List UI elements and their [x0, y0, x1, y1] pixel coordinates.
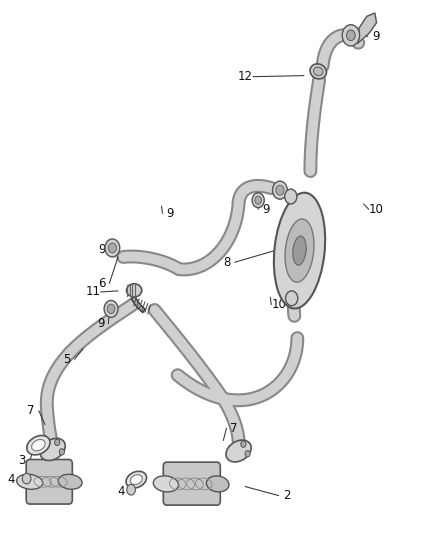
- Ellipse shape: [206, 476, 229, 492]
- Circle shape: [55, 439, 60, 446]
- Text: 4: 4: [117, 485, 125, 498]
- Text: 11: 11: [85, 286, 100, 298]
- Circle shape: [346, 30, 355, 41]
- FancyBboxPatch shape: [163, 462, 220, 505]
- Circle shape: [59, 449, 64, 455]
- Ellipse shape: [126, 471, 147, 488]
- Ellipse shape: [226, 440, 251, 462]
- Circle shape: [255, 196, 261, 204]
- Circle shape: [104, 301, 118, 317]
- Circle shape: [108, 243, 117, 253]
- Text: 7: 7: [230, 422, 238, 435]
- Circle shape: [342, 25, 360, 46]
- Text: 3: 3: [126, 474, 134, 487]
- Ellipse shape: [274, 193, 325, 309]
- Circle shape: [127, 484, 135, 495]
- Polygon shape: [358, 13, 377, 43]
- Text: 9: 9: [97, 317, 104, 330]
- Text: 5: 5: [63, 353, 71, 366]
- Circle shape: [286, 291, 298, 306]
- Ellipse shape: [293, 236, 306, 265]
- Text: 10: 10: [272, 298, 286, 311]
- Circle shape: [272, 181, 287, 199]
- Ellipse shape: [314, 67, 323, 76]
- Text: 9: 9: [166, 207, 174, 220]
- Circle shape: [276, 185, 284, 195]
- Text: 3: 3: [18, 454, 26, 466]
- Ellipse shape: [131, 475, 142, 484]
- Text: 9: 9: [99, 243, 106, 255]
- Circle shape: [105, 239, 120, 257]
- Circle shape: [241, 441, 246, 447]
- FancyBboxPatch shape: [26, 459, 72, 504]
- Text: 10: 10: [369, 203, 384, 216]
- Ellipse shape: [285, 219, 314, 282]
- Text: 12: 12: [237, 70, 253, 83]
- Circle shape: [107, 304, 115, 313]
- Text: 8: 8: [223, 256, 230, 269]
- Text: 2: 2: [283, 489, 290, 502]
- Ellipse shape: [58, 474, 82, 489]
- Ellipse shape: [32, 440, 45, 451]
- Circle shape: [245, 450, 250, 457]
- Ellipse shape: [27, 435, 50, 455]
- Ellipse shape: [40, 438, 65, 461]
- Ellipse shape: [310, 64, 326, 79]
- Text: 4: 4: [7, 473, 15, 486]
- Circle shape: [252, 193, 264, 208]
- Text: 9: 9: [262, 203, 270, 216]
- Ellipse shape: [127, 284, 142, 297]
- Text: 1: 1: [55, 482, 63, 495]
- Text: 9: 9: [372, 30, 379, 43]
- Ellipse shape: [17, 474, 42, 489]
- Circle shape: [22, 473, 31, 484]
- Text: 7: 7: [27, 404, 35, 417]
- Circle shape: [285, 189, 297, 204]
- Text: 6: 6: [98, 277, 105, 290]
- Ellipse shape: [153, 476, 179, 492]
